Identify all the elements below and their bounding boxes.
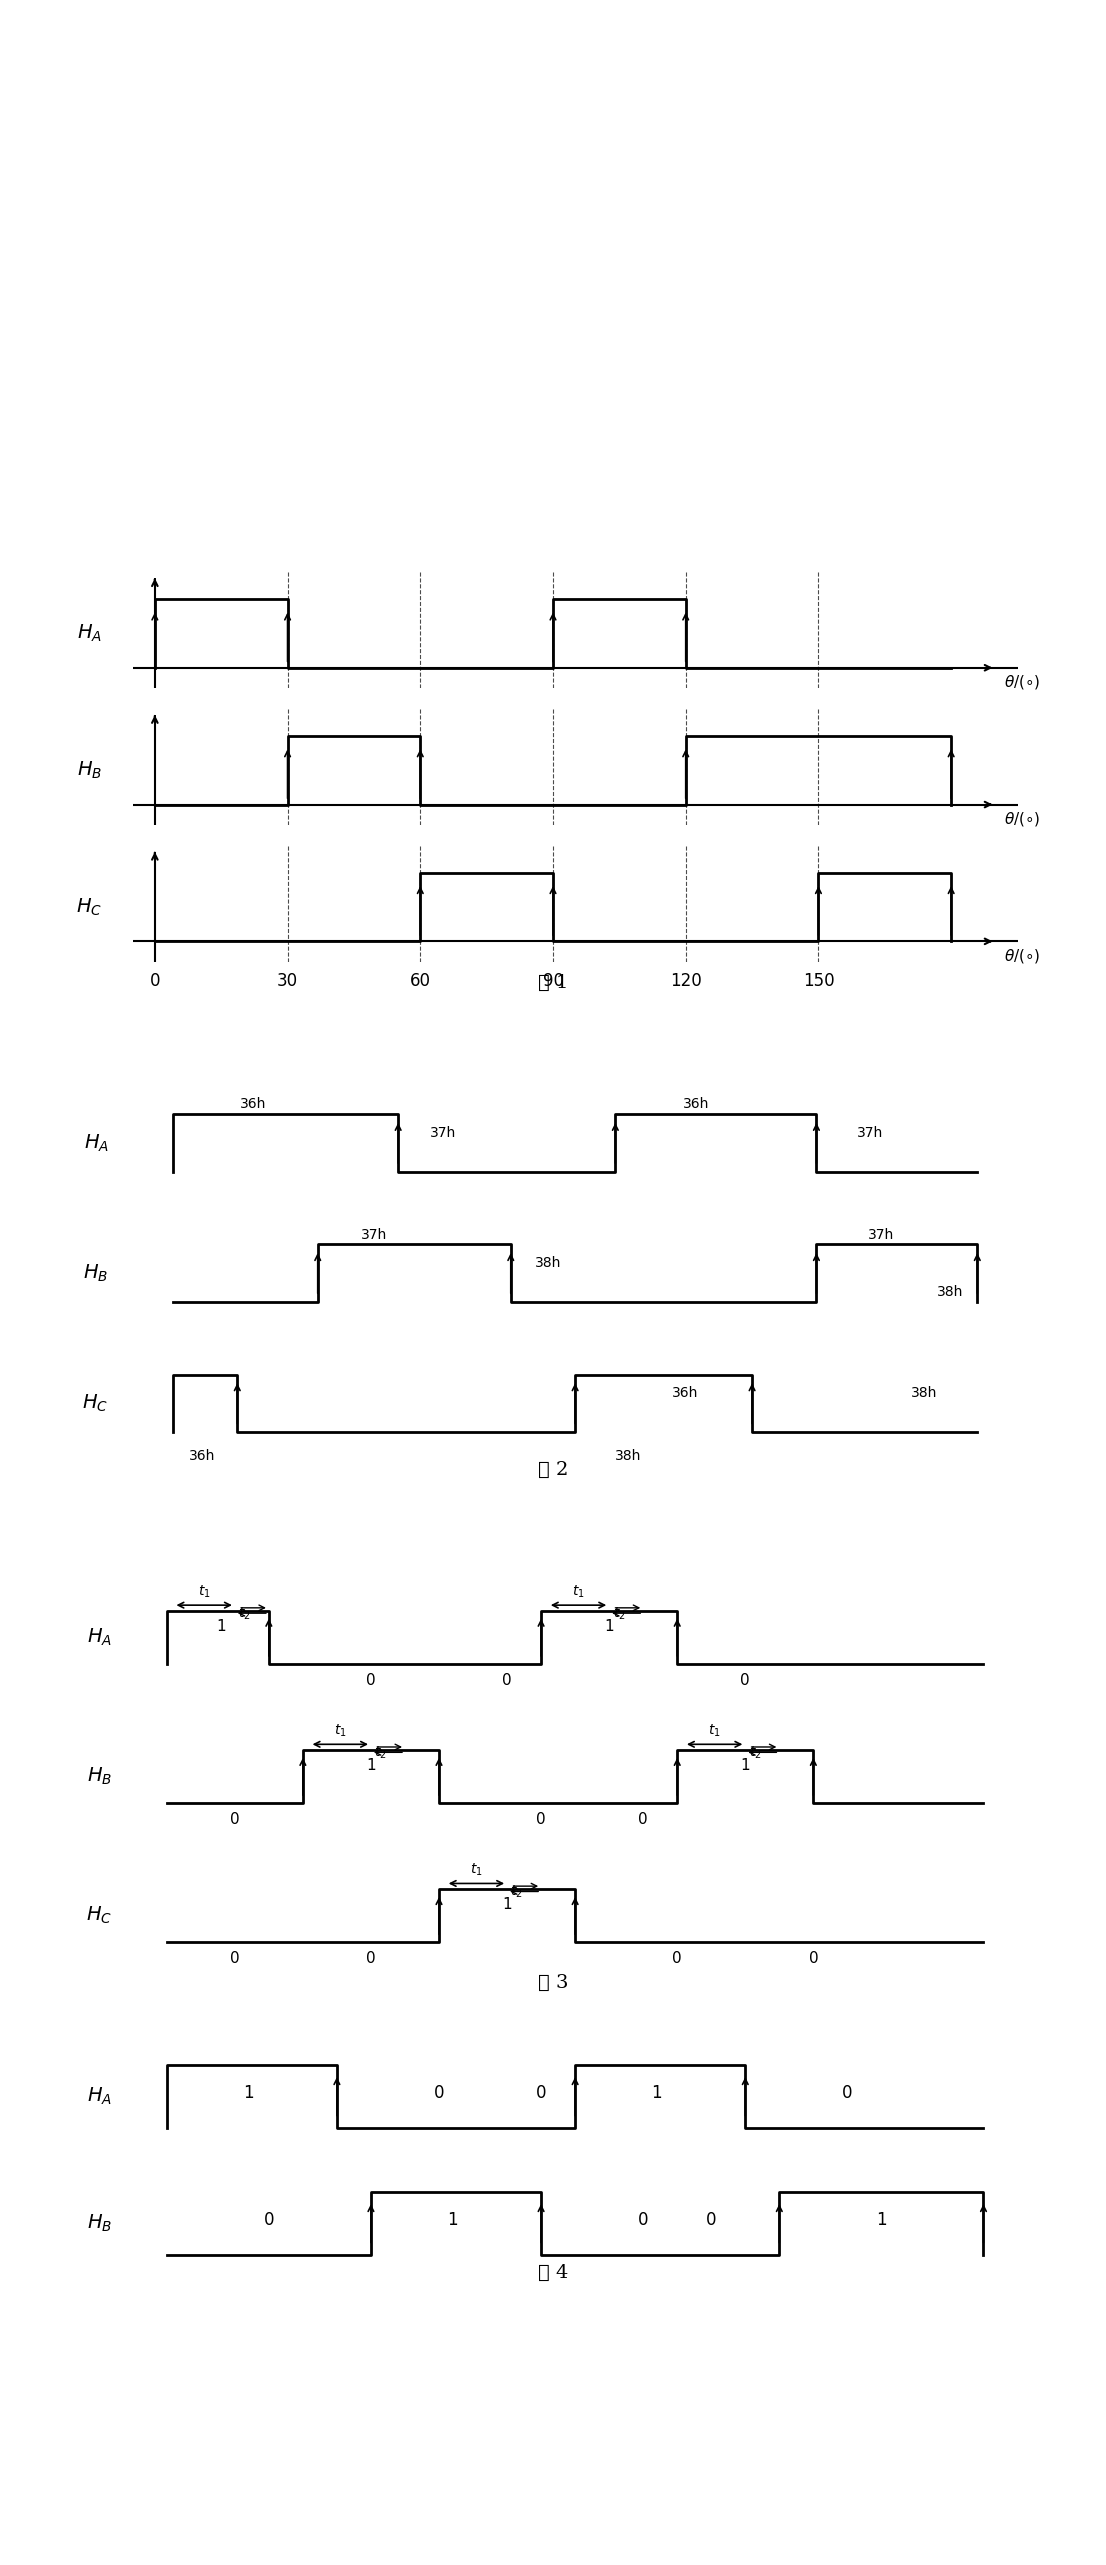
Text: 图 2: 图 2 xyxy=(538,1462,568,1480)
Text: 0: 0 xyxy=(638,2211,648,2229)
Text: 36h: 36h xyxy=(189,1449,216,1462)
Text: 38h: 38h xyxy=(615,1449,641,1462)
Text: 0: 0 xyxy=(535,2085,546,2103)
Text: 38h: 38h xyxy=(910,1388,937,1400)
Text: $\theta$/($\circ$): $\theta$/($\circ$) xyxy=(1004,811,1041,828)
Text: 0: 0 xyxy=(672,1952,682,1965)
Text: $t_2$: $t_2$ xyxy=(749,1744,761,1760)
Text: $t_1$: $t_1$ xyxy=(198,1583,210,1601)
Text: 图 3: 图 3 xyxy=(538,1975,568,1993)
Text: 1: 1 xyxy=(366,1757,376,1772)
Text: 37h: 37h xyxy=(430,1126,457,1139)
Text: $t_2$: $t_2$ xyxy=(511,1883,523,1901)
Text: $t_1$: $t_1$ xyxy=(334,1724,346,1739)
Text: 0: 0 xyxy=(740,1672,750,1688)
Text: 0: 0 xyxy=(366,1672,376,1688)
Text: 1: 1 xyxy=(243,2085,253,2103)
Text: $H_B$: $H_B$ xyxy=(87,1765,113,1788)
Text: 1: 1 xyxy=(651,2085,662,2103)
Text: $H_C$: $H_C$ xyxy=(83,1393,108,1413)
Text: 36h: 36h xyxy=(240,1098,267,1111)
Text: $H_A$: $H_A$ xyxy=(76,623,102,644)
Text: 37h: 37h xyxy=(361,1229,387,1241)
Text: $H_C$: $H_C$ xyxy=(75,898,102,918)
Text: 37h: 37h xyxy=(867,1229,894,1241)
Text: $H_A$: $H_A$ xyxy=(87,2085,113,2106)
Text: 0: 0 xyxy=(502,1672,512,1688)
Text: 0: 0 xyxy=(366,1952,376,1965)
Text: 0: 0 xyxy=(263,2211,274,2229)
Text: $t_2$: $t_2$ xyxy=(238,1606,251,1621)
Text: $t_2$: $t_2$ xyxy=(374,1744,387,1760)
Text: 0: 0 xyxy=(230,1952,240,1965)
Text: 1: 1 xyxy=(502,1898,512,1913)
Text: 1: 1 xyxy=(447,2211,458,2229)
Text: $t_1$: $t_1$ xyxy=(708,1724,721,1739)
Text: 1: 1 xyxy=(217,1619,226,1634)
Text: $\theta$/($\circ$): $\theta$/($\circ$) xyxy=(1004,672,1041,690)
Text: $H_B$: $H_B$ xyxy=(87,2214,113,2234)
Text: 图 4: 图 4 xyxy=(538,2265,568,2283)
Text: $H_A$: $H_A$ xyxy=(84,1131,108,1154)
Text: 0: 0 xyxy=(842,2085,853,2103)
Text: 0: 0 xyxy=(434,2085,445,2103)
Text: 36h: 36h xyxy=(671,1388,698,1400)
Text: 37h: 37h xyxy=(857,1126,883,1139)
Text: $H_C$: $H_C$ xyxy=(86,1906,113,1926)
Text: $t_2$: $t_2$ xyxy=(613,1606,625,1621)
Text: 0: 0 xyxy=(808,1952,818,1965)
Text: $\theta$/($\circ$): $\theta$/($\circ$) xyxy=(1004,946,1041,964)
Text: 1: 1 xyxy=(740,1757,750,1772)
Text: 图 1: 图 1 xyxy=(538,975,568,993)
Text: 1: 1 xyxy=(604,1619,614,1634)
Text: 0: 0 xyxy=(536,1811,546,1826)
Text: $H_B$: $H_B$ xyxy=(76,759,102,780)
Text: 1: 1 xyxy=(876,2211,887,2229)
Text: 0: 0 xyxy=(230,1811,240,1826)
Text: $t_1$: $t_1$ xyxy=(572,1583,585,1601)
Text: 0: 0 xyxy=(638,1811,648,1826)
Text: $t_1$: $t_1$ xyxy=(470,1862,483,1878)
Text: 36h: 36h xyxy=(682,1098,709,1111)
Text: $H_A$: $H_A$ xyxy=(87,1626,113,1647)
Text: 38h: 38h xyxy=(937,1285,963,1298)
Text: $H_B$: $H_B$ xyxy=(83,1262,108,1285)
Text: 38h: 38h xyxy=(535,1257,561,1270)
Text: 0: 0 xyxy=(706,2211,717,2229)
